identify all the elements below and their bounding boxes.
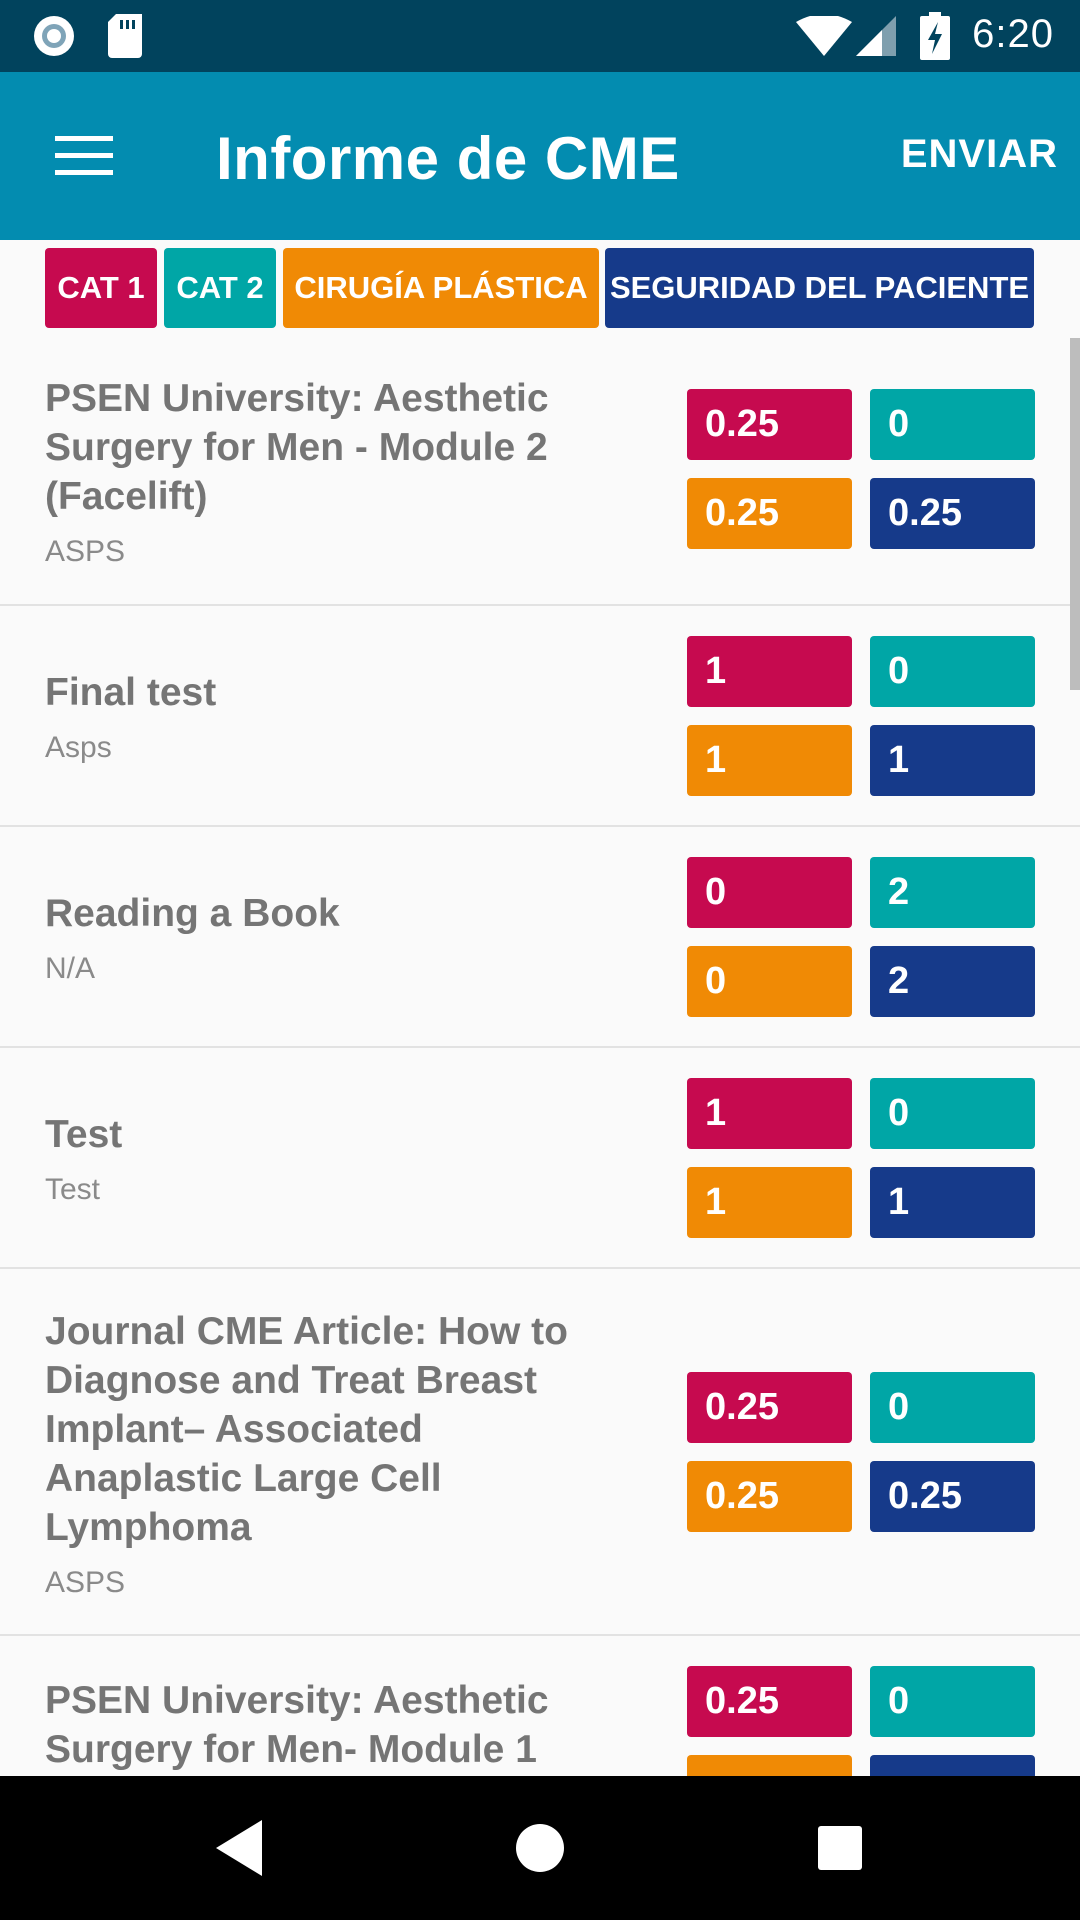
credit-cat2: 0 [870, 389, 1035, 460]
page-title: Informe de CME [216, 125, 680, 192]
send-button[interactable]: ENVIAR [900, 132, 1058, 176]
credit-patient-safety: 0.25 [870, 1461, 1035, 1532]
camera-notification-icon [32, 14, 76, 58]
legend-chip-cat1: CAT 1 [45, 248, 157, 328]
credit-patient-safety: 2 [870, 946, 1035, 1017]
credit-plastic-surgery: 0.25 [687, 478, 852, 549]
credit-cat2: 0 [870, 1666, 1035, 1737]
battery-charging-icon [920, 12, 950, 60]
legend-chip-plastic-surgery: CIRUGÍA PLÁSTICA [283, 248, 599, 328]
activity-provider: N/A [45, 952, 96, 985]
cell-signal-icon [856, 16, 896, 56]
activity-title: Journal CME Article: How to Diagnose and… [45, 1310, 568, 1549]
credit-patient-safety [870, 1755, 1035, 1776]
sd-card-icon [108, 14, 144, 58]
credit-cat1: 0.25 [687, 1372, 852, 1443]
credit-badges: 0 2 0 2 [687, 857, 1035, 1017]
credit-plastic-surgery: 0.25 [687, 1461, 852, 1532]
home-icon[interactable] [504, 1812, 576, 1884]
credit-plastic-surgery: 1 [687, 725, 852, 796]
credit-cat2: 2 [870, 857, 1035, 928]
navigation-bar [0, 1776, 1080, 1920]
list-item[interactable]: PSEN University: Aesthetic Surgery for M… [0, 332, 1080, 606]
list-item[interactable]: Final test Asps 1 0 1 1 [0, 606, 1080, 827]
credit-cat1: 0 [687, 857, 852, 928]
recents-icon[interactable] [804, 1812, 876, 1884]
credit-patient-safety: 1 [870, 725, 1035, 796]
list-item[interactable]: Journal CME Article: How to Diagnose and… [0, 1269, 1080, 1636]
credit-badges: 1 0 1 1 [687, 636, 1035, 796]
credit-cat2: 0 [870, 1078, 1035, 1149]
credit-patient-safety: 1 [870, 1167, 1035, 1238]
list-item[interactable]: Test Test 1 0 1 1 [0, 1048, 1080, 1269]
credit-cat1: 1 [687, 636, 852, 707]
list-item[interactable]: Reading a Book N/A 0 2 0 2 [0, 827, 1080, 1048]
app-bar: Informe de CME ENVIAR [0, 72, 1080, 240]
credit-badges: 0.25 0 0.25 0.25 [687, 389, 1035, 549]
activity-provider: ASPS [45, 535, 126, 568]
category-legend: CAT 1 CAT 2 CIRUGÍA PLÁSTICA SEGURIDAD D… [0, 248, 1080, 330]
legend-chip-cat2: CAT 2 [164, 248, 276, 328]
credit-plastic-surgery: 0 [687, 946, 852, 1017]
activity-title: Test [45, 1113, 123, 1156]
list-item-text: Journal CME Article: How to Diagnose and… [45, 1307, 575, 1602]
credit-cat2: 0 [870, 636, 1035, 707]
credit-cat1: 1 [687, 1078, 852, 1149]
list-item-text: PSEN University: Aesthetic Surgery for M… [45, 1676, 575, 1774]
credit-badges: 0.25 0 0.25 0.25 [687, 1372, 1035, 1532]
list-item-text: Test Test [45, 1110, 575, 1209]
credit-cat1: 0.25 [687, 389, 852, 460]
list-item-text: Reading a Book N/A [45, 889, 575, 988]
activity-provider: Test [45, 1173, 101, 1206]
activity-provider: Asps [45, 731, 112, 764]
list-item[interactable]: PSEN University: Aesthetic Surgery for M… [0, 1636, 1080, 1776]
activity-title: PSEN University: Aesthetic Surgery for M… [45, 1679, 549, 1771]
wifi-icon [796, 16, 852, 56]
status-time: 6:20 [972, 12, 1054, 56]
activity-provider: ASPS [45, 1566, 126, 1599]
cme-activity-list[interactable]: PSEN University: Aesthetic Surgery for M… [0, 332, 1080, 1776]
credit-patient-safety: 0.25 [870, 478, 1035, 549]
list-item-text: PSEN University: Aesthetic Surgery for M… [45, 374, 575, 571]
hamburger-menu-icon[interactable] [40, 114, 128, 198]
credit-plastic-surgery [687, 1755, 852, 1776]
credit-badges: 0.25 0 [687, 1666, 1035, 1776]
credit-cat2: 0 [870, 1372, 1035, 1443]
credit-plastic-surgery: 1 [687, 1167, 852, 1238]
list-scrollbar[interactable] [1070, 338, 1080, 690]
list-item-text: Final test Asps [45, 668, 575, 767]
activity-title: Reading a Book [45, 892, 340, 935]
activity-title: Final test [45, 671, 217, 714]
status-bar: 6:20 [0, 0, 1080, 72]
back-icon[interactable] [204, 1812, 276, 1884]
credit-badges: 1 0 1 1 [687, 1078, 1035, 1238]
activity-title: PSEN University: Aesthetic Surgery for M… [45, 377, 549, 518]
credit-cat1: 0.25 [687, 1666, 852, 1737]
legend-chip-patient-safety: SEGURIDAD DEL PACIENTE [605, 248, 1034, 328]
